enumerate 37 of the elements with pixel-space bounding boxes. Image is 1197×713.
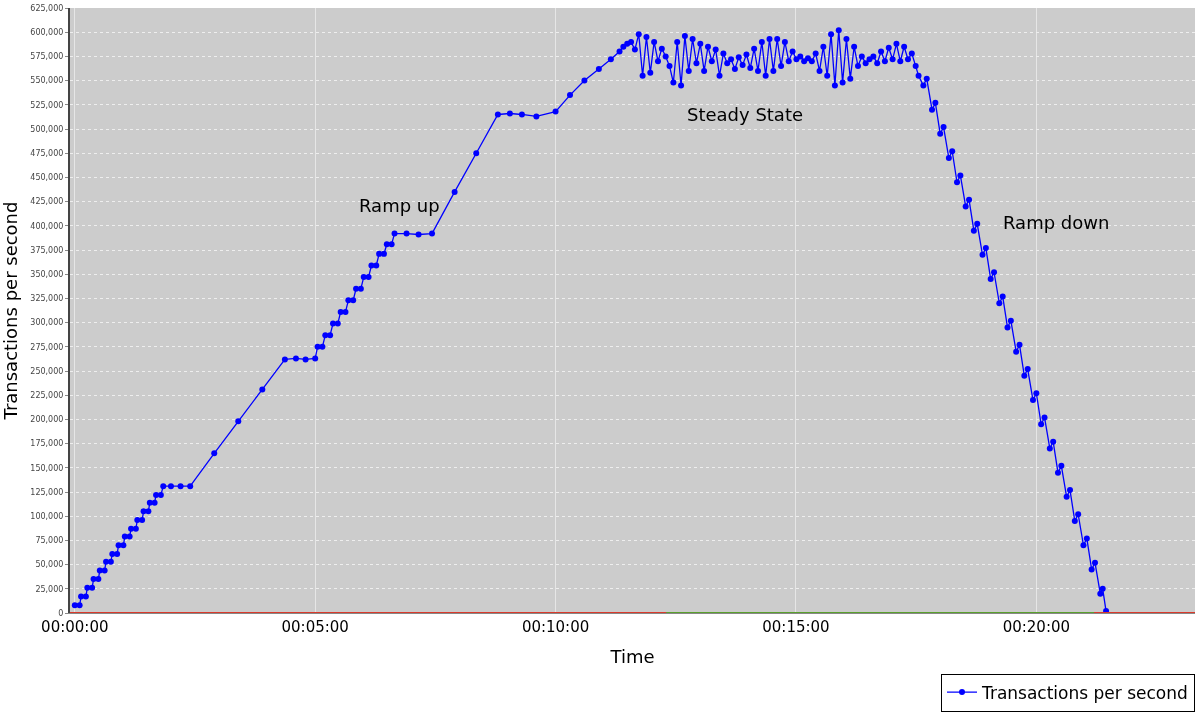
y-tick-label: 50,000 bbox=[35, 560, 64, 570]
y-tick-label: 275,000 bbox=[30, 342, 64, 352]
x-tick-label: 00:20:00 bbox=[1002, 618, 1071, 636]
x-axis-title: Time bbox=[609, 646, 655, 668]
y-tick-label: 600,000 bbox=[30, 28, 64, 37]
y-tick-label: 250,000 bbox=[30, 366, 64, 376]
y-tick-label: 375,000 bbox=[30, 245, 64, 255]
x-tick-label: 00:10:00 bbox=[521, 618, 590, 636]
y-tick-label: 450,000 bbox=[30, 173, 64, 183]
annotation: Ramp up bbox=[359, 195, 440, 216]
annotation: Steady State bbox=[687, 104, 804, 125]
y-axis-title: Transactions per second bbox=[0, 201, 21, 421]
y-tick-label: 325,000 bbox=[30, 294, 64, 304]
y-tick-label: 550,000 bbox=[30, 76, 64, 86]
y-tick-label: 0 bbox=[58, 608, 64, 618]
y-tick-label: 150,000 bbox=[30, 463, 64, 473]
x-tick-label: 00:00:00 bbox=[41, 618, 109, 636]
y-tick-label: 200,000 bbox=[30, 415, 64, 425]
y-tick-label: 625,000 bbox=[30, 3, 64, 13]
y-tick-label: 25,000 bbox=[35, 584, 64, 594]
legend-label: Transactions per second bbox=[981, 682, 1188, 703]
y-tick-label: 175,000 bbox=[30, 439, 64, 449]
y-tick-label: 575,000 bbox=[30, 52, 64, 62]
y-tick-label: 350,000 bbox=[30, 270, 64, 279]
y-tick-label: 425,000 bbox=[30, 197, 64, 207]
y-tick-label: 525,000 bbox=[30, 100, 64, 110]
y-tick-label: 400,000 bbox=[30, 221, 64, 231]
x-tick-label: 00:05:00 bbox=[281, 618, 349, 636]
x-tick-label: 00:15:00 bbox=[762, 618, 830, 636]
y-tick-label: 500,000 bbox=[30, 124, 64, 134]
y-tick-label: 125,000 bbox=[30, 487, 64, 497]
annotation: Ramp down bbox=[1003, 212, 1110, 233]
y-tick-label: 100,000 bbox=[30, 512, 64, 521]
y-tick-label: 300,000 bbox=[30, 318, 64, 328]
y-tick-label: 75,000 bbox=[35, 536, 64, 546]
y-tick-label: 225,000 bbox=[30, 391, 64, 400]
y-tick-label: 475,000 bbox=[30, 149, 64, 158]
